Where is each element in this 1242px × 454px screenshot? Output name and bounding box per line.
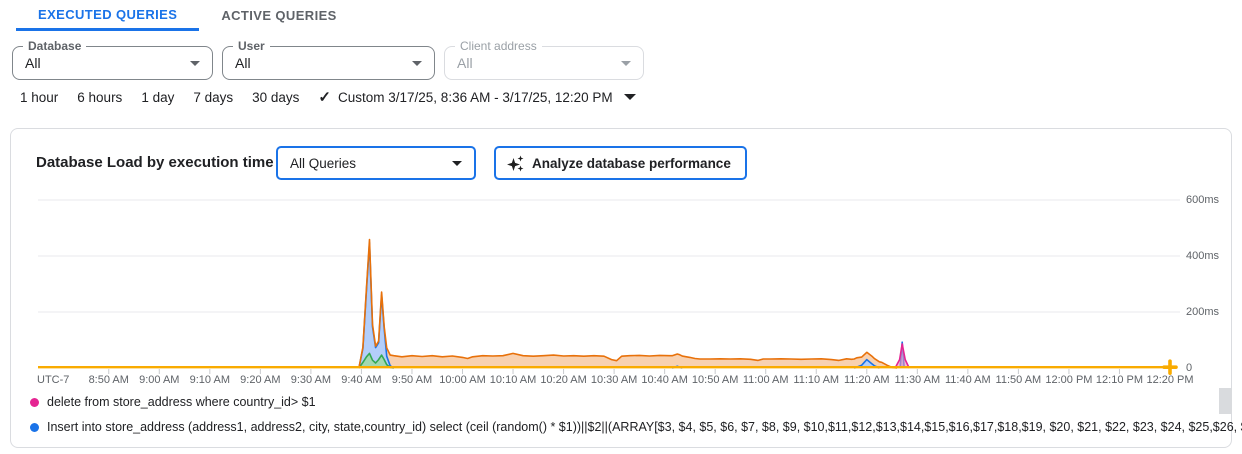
x-axis-label: 11:50 AM: [995, 374, 1042, 386]
y-axis-label: 600ms: [1186, 194, 1220, 206]
x-axis-label: 10:30 AM: [590, 374, 638, 386]
query-filter-value: All Queries: [290, 155, 357, 171]
custom-time-range[interactable]: ✓ Custom 3/17/25, 8:36 AM - 3/17/25, 12:…: [318, 88, 636, 106]
y-axis-label: 0: [1186, 362, 1193, 374]
scrollbar-thumb[interactable]: [1219, 388, 1232, 414]
x-axis-label: 9:50 AM: [391, 374, 433, 386]
preset-30-days[interactable]: 30 days: [252, 89, 300, 105]
x-axis-label: 11:30 AM: [894, 374, 941, 386]
x-axis-label: 9:00 AM: [139, 374, 180, 386]
x-axis-label: 8:50 AM: [88, 374, 129, 386]
legend-label: delete from store_address where country_…: [47, 395, 316, 409]
timezone-label: UTC-7: [37, 374, 70, 386]
x-axis-label: 9:40 AM: [341, 374, 382, 386]
preset-1-day[interactable]: 1 day: [141, 89, 175, 105]
x-axis-label: 9:10 AM: [189, 374, 230, 386]
database-load-chart[interactable]: [0, 188, 1242, 388]
x-axis-label: 12:00 PM: [1045, 374, 1093, 386]
dropdown-arrow-icon: [621, 61, 631, 66]
dropdown-arrow-icon: [412, 61, 422, 66]
user-filter-select[interactable]: User All: [222, 39, 435, 80]
analyze-button-label: Analyze database performance: [532, 155, 731, 171]
database-filter-value: All: [25, 55, 41, 71]
x-axis-label: 11:20 AM: [843, 374, 890, 386]
x-axis-label: 11:10 AM: [793, 374, 840, 386]
time-range-bar: 1 hour 6 hours 1 day 7 days 30 days ✓ Cu…: [20, 88, 636, 106]
database-filter-select[interactable]: Database All: [12, 39, 213, 80]
series-end-marker-icon: [1162, 359, 1178, 375]
legend-item-insert-query[interactable]: Insert into store_address (address1, add…: [30, 420, 1242, 434]
client-address-filter-value: All: [457, 55, 473, 71]
y-axis-label: 400ms: [1186, 250, 1220, 262]
x-axis-label: 11:40 AM: [945, 374, 991, 386]
preset-7-days[interactable]: 7 days: [193, 89, 234, 105]
legend-label: Insert into store_address (address1, add…: [47, 420, 1242, 434]
client-address-filter-label: Client address: [455, 39, 542, 53]
dropdown-arrow-icon: [623, 94, 636, 100]
custom-range-label: Custom 3/17/25, 8:36 AM - 3/17/25, 12:20…: [338, 89, 613, 105]
x-axis-label: 12:20 PM: [1146, 374, 1194, 386]
check-icon: ✓: [318, 89, 331, 106]
x-axis-label: 12:10 PM: [1095, 374, 1143, 386]
y-axis-label: 200ms: [1186, 306, 1220, 318]
x-axis-label: 10:10 AM: [489, 374, 537, 386]
user-filter-value: All: [235, 55, 251, 71]
query-filter-select[interactable]: All Queries: [276, 146, 476, 180]
tab-executed-queries[interactable]: EXECUTED QUERIES: [16, 0, 200, 31]
legend-item-delete-query[interactable]: delete from store_address where country_…: [30, 395, 316, 409]
legend-dot-blue: [30, 422, 39, 432]
dropdown-arrow-icon: [452, 160, 462, 166]
tab-bar: EXECUTED QUERIES ACTIVE QUERIES: [16, 0, 359, 31]
x-axis-label: 9:30 AM: [290, 374, 332, 386]
database-filter-label: Database: [23, 39, 87, 53]
dropdown-arrow-icon: [190, 61, 200, 66]
x-axis-label: 10:50 AM: [691, 374, 739, 386]
client-address-filter-select: Client address All: [444, 39, 644, 80]
preset-6-hours[interactable]: 6 hours: [77, 89, 123, 105]
preset-1-hour[interactable]: 1 hour: [20, 89, 59, 105]
panel-title: Database Load by execution time: [36, 154, 274, 171]
tab-active-queries[interactable]: ACTIVE QUERIES: [221, 8, 337, 23]
sparkle-icon: [507, 155, 524, 171]
x-axis-label: 11:00 AM: [742, 374, 789, 386]
x-axis-label: 9:20 AM: [240, 374, 281, 386]
legend-dot-pink: [30, 397, 39, 407]
user-filter-label: User: [233, 39, 270, 53]
x-axis-label: 10:20 AM: [540, 374, 587, 386]
x-axis-label: 10:00 AM: [439, 374, 486, 386]
x-axis-label: 10:40 AM: [641, 374, 688, 386]
analyze-database-performance-button[interactable]: Analyze database performance: [494, 146, 747, 180]
